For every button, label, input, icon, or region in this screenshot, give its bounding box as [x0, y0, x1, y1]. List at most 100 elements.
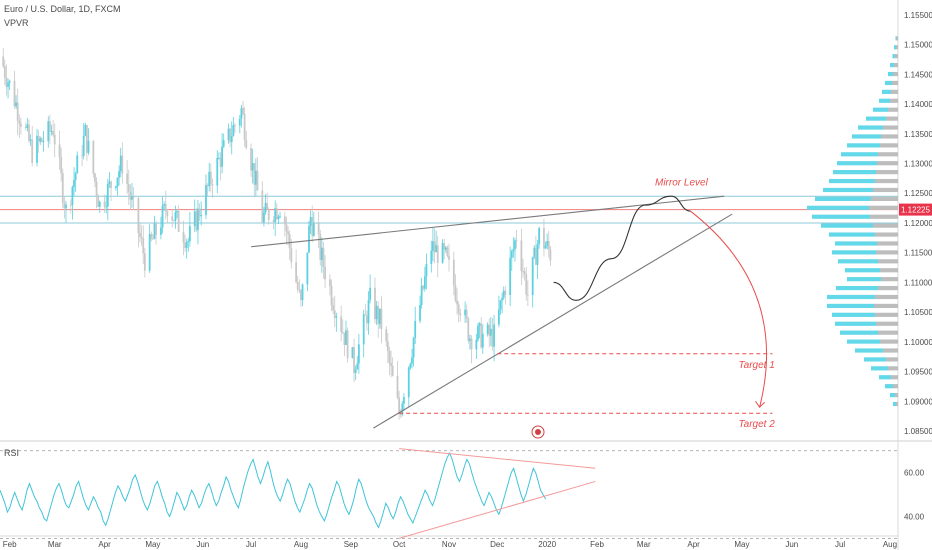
volume-profile-bar-down: [878, 152, 898, 157]
candle-body: [234, 125, 236, 127]
candle-body: [423, 276, 426, 289]
volume-profile-bar-down: [876, 250, 898, 255]
candle-body: [52, 130, 55, 135]
candle-body: [20, 123, 22, 127]
price-tick-label: 1.14500: [904, 70, 932, 79]
volume-profile-bar-down: [878, 259, 898, 264]
candle-body: [266, 203, 269, 210]
rsi-label: RSI: [4, 448, 20, 458]
candle-body: [433, 241, 436, 253]
volume-profile-bar-down: [886, 116, 898, 121]
candle-body: [502, 290, 505, 298]
volume-profile-bar-down: [877, 241, 898, 246]
volume-profile-bar-down: [896, 36, 898, 41]
candle-body: [16, 102, 19, 121]
candle-body: [116, 177, 119, 187]
price-tick-label: 1.14000: [904, 100, 932, 109]
volume-profile-bar-down: [891, 89, 898, 94]
candle-body: [491, 328, 494, 347]
candle-body: [549, 249, 552, 261]
candle-body: [443, 243, 446, 250]
time-tick-label: Nov: [442, 540, 456, 549]
rsi-line: [0, 451, 547, 529]
volume-profile-bar-up: [840, 330, 878, 335]
price-tick-label: 1.09500: [904, 368, 932, 377]
volume-profile-bar-down: [896, 401, 898, 407]
volume-profile-bar-up: [864, 357, 886, 362]
price-tick-label: 1.13000: [904, 160, 932, 169]
candle-body: [164, 203, 167, 212]
candle-body: [240, 108, 243, 119]
candle-body: [446, 247, 449, 256]
candle-body: [211, 184, 214, 186]
target-label: Target 1: [738, 360, 774, 371]
volume-profile-bar-up: [827, 294, 875, 300]
volume-profile-bar-up: [873, 107, 888, 112]
volume-profile-bar-down: [874, 303, 898, 309]
candle-body: [378, 308, 381, 324]
volume-profile-bar-up: [833, 170, 876, 175]
candle-body: [219, 157, 222, 167]
candle-body: [420, 285, 423, 305]
candle-body: [263, 212, 265, 223]
candle-body: [317, 223, 320, 235]
candle-body: [150, 234, 153, 239]
candle-body: [176, 210, 178, 213]
indicator-label: VPVR: [4, 18, 29, 28]
volume-profile-bar-up: [837, 161, 877, 166]
candle-body: [198, 208, 201, 217]
candle-body: [98, 201, 101, 207]
candle-body: [419, 304, 421, 321]
volume-profile-bar-down: [894, 63, 898, 68]
volume-profile-bar-down: [880, 268, 898, 273]
candle-body: [467, 318, 470, 341]
volume-profile-bar-down: [883, 348, 898, 353]
volume-profile-bar-up: [829, 232, 875, 237]
price-tick-label: 1.09000: [904, 397, 932, 406]
time-tick-label: Jul: [246, 540, 256, 549]
candle-body: [285, 224, 288, 232]
candle-body: [290, 248, 293, 263]
volume-profile-bar-down: [891, 375, 898, 380]
candle-body: [143, 253, 146, 271]
volume-profile-bar-up: [821, 223, 873, 228]
candle-body: [87, 140, 90, 153]
rsi-channel-upper: [399, 448, 596, 469]
candle-body: [480, 323, 483, 348]
volume-profile-bar-down: [877, 161, 898, 166]
volume-profile-bar-up: [894, 45, 896, 50]
candle-body: [538, 228, 541, 245]
rsi-tick-label: 40.00: [904, 512, 925, 521]
volume-profile-bar-up: [836, 285, 878, 291]
candle-body: [272, 219, 275, 222]
candle-body: [430, 250, 433, 265]
time-tick-label: Jun: [785, 540, 798, 549]
volume-profile-bar-up: [885, 80, 892, 86]
volume-profile-bar-down: [871, 196, 898, 201]
time-tick-label: May: [145, 540, 160, 549]
candle-body: [546, 240, 549, 246]
candle-body: [3, 66, 6, 78]
candle-body: [407, 367, 410, 398]
candle-body: [31, 139, 34, 163]
candle-body: [287, 231, 289, 235]
main-pane: [0, 0, 898, 440]
volume-profile-bar-up: [892, 54, 895, 59]
candle-body: [254, 170, 257, 185]
candle-body: [81, 155, 83, 157]
candle-body: [76, 155, 79, 174]
target-arc-arrow: [755, 400, 765, 409]
candle-body: [459, 313, 462, 316]
candle-body: [71, 186, 74, 205]
candle-body: [375, 305, 378, 320]
candle-body: [351, 347, 354, 359]
candle-body: [256, 170, 259, 191]
volume-profile-bar-down: [876, 321, 898, 326]
candle-body: [155, 223, 158, 235]
candle-body: [312, 223, 315, 236]
candle-body: [171, 216, 174, 221]
candle-body: [478, 323, 481, 326]
candle-body: [354, 369, 357, 373]
